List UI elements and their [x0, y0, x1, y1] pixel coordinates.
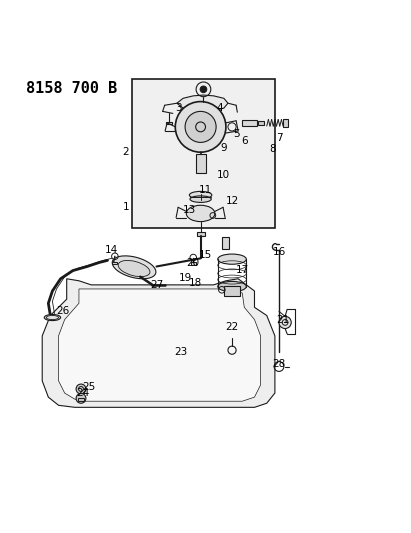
Text: 4: 4 [217, 103, 223, 113]
Bar [222, 237, 229, 249]
Text: 27: 27 [150, 280, 163, 290]
Bar [242, 120, 256, 126]
Bar [78, 398, 84, 401]
Polygon shape [42, 279, 275, 407]
Text: 16: 16 [272, 247, 286, 257]
Text: 7: 7 [276, 133, 282, 143]
Bar [258, 121, 264, 125]
Text: 2: 2 [122, 147, 129, 157]
Text: 13: 13 [182, 205, 196, 215]
Text: 11: 11 [199, 185, 212, 195]
Circle shape [185, 111, 216, 142]
Bar [132, 79, 275, 228]
Text: 8: 8 [270, 144, 276, 154]
Ellipse shape [112, 256, 156, 279]
Polygon shape [177, 95, 228, 111]
Bar [191, 262, 196, 265]
Polygon shape [58, 289, 261, 401]
Text: 24: 24 [76, 388, 90, 398]
Text: 14: 14 [105, 245, 118, 255]
Circle shape [76, 393, 86, 403]
Text: 23: 23 [174, 347, 188, 357]
Ellipse shape [44, 314, 60, 320]
Bar [166, 122, 172, 124]
Text: 9: 9 [221, 143, 227, 153]
Circle shape [279, 316, 291, 328]
Text: 28: 28 [272, 359, 286, 369]
Text: 5: 5 [233, 129, 240, 139]
Ellipse shape [118, 261, 150, 277]
Ellipse shape [190, 196, 211, 203]
Text: 12: 12 [225, 196, 239, 206]
Bar [112, 262, 117, 264]
Text: 20: 20 [187, 258, 200, 268]
Bar [224, 286, 240, 296]
Text: 6: 6 [241, 136, 247, 146]
Text: 8158 700 B: 8158 700 B [26, 81, 117, 96]
Bar [196, 154, 206, 173]
Ellipse shape [218, 281, 246, 292]
Circle shape [175, 102, 226, 152]
Bar [283, 119, 288, 127]
Ellipse shape [218, 254, 246, 264]
Ellipse shape [186, 205, 215, 222]
Text: 25: 25 [83, 382, 96, 392]
Text: 18: 18 [189, 278, 202, 288]
Text: 3: 3 [175, 103, 182, 113]
Ellipse shape [189, 191, 212, 199]
Text: 17: 17 [236, 265, 249, 275]
Bar [196, 232, 205, 236]
Text: 1: 1 [122, 203, 129, 212]
Text: 22: 22 [225, 322, 239, 332]
Circle shape [200, 86, 207, 93]
Text: 19: 19 [178, 273, 192, 283]
Text: 15: 15 [199, 250, 212, 260]
Circle shape [76, 384, 86, 394]
Text: 21: 21 [277, 314, 290, 325]
Text: 10: 10 [217, 169, 231, 180]
Text: 26: 26 [56, 306, 69, 317]
